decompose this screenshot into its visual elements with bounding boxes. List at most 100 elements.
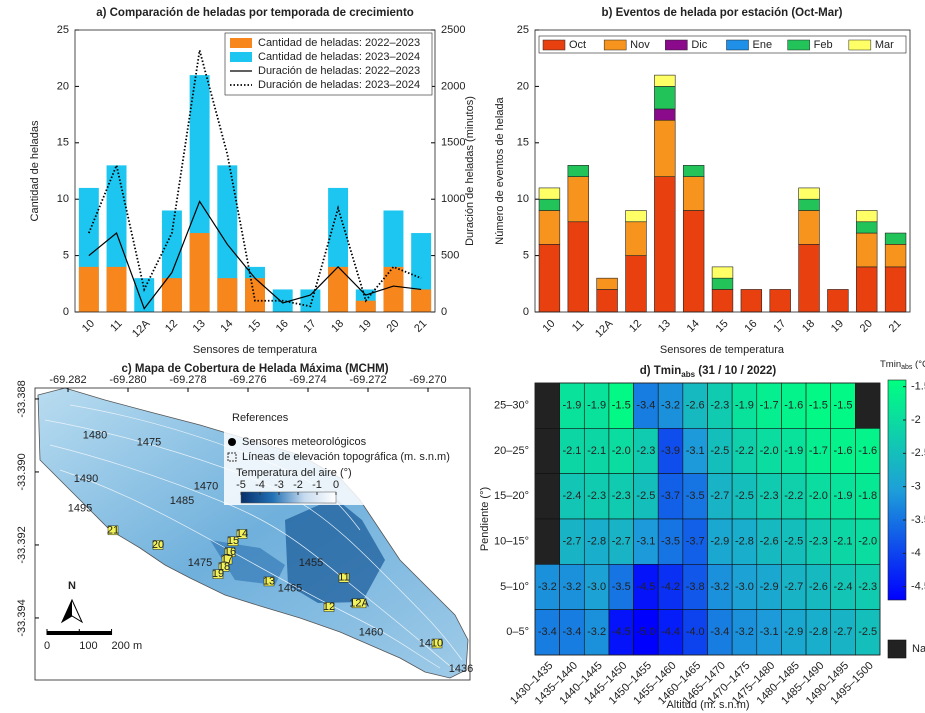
x-tick-label: 19 xyxy=(829,318,846,335)
y-tick-label: -33.390 xyxy=(16,453,28,490)
map-colorbar-tick-label: -2 xyxy=(293,479,303,491)
cell-label: -4.5 xyxy=(612,626,631,638)
bar-segment xyxy=(568,222,589,312)
north-label: N xyxy=(68,580,76,592)
panel-a-ylabel: Cantidad de heladas xyxy=(29,120,41,221)
x-tick-label: 17 xyxy=(301,318,318,335)
cell-label: -2.0 xyxy=(612,445,631,457)
y-tick-label: 25 xyxy=(57,24,69,36)
sensor-label: 12A xyxy=(349,597,369,609)
nan-cell xyxy=(535,519,560,564)
cell-label: -3.7 xyxy=(661,490,680,502)
cell-label: -3.1 xyxy=(760,626,779,638)
cb-suffix: (°C) xyxy=(912,359,925,370)
bar-segment xyxy=(799,244,820,312)
x-tick-label: 19 xyxy=(357,318,374,335)
cell-label: -1.6 xyxy=(834,445,853,457)
cell-label: -2.4 xyxy=(562,490,581,502)
x-tick-label: -69.270 xyxy=(409,374,446,386)
colorbar-label: Tminabs (°C) xyxy=(880,359,925,371)
panel-d-title: d) Tminabs (31 / 10 / 2022) xyxy=(640,365,777,379)
x-tick-label: -69.278 xyxy=(169,374,206,386)
cell-label: -1.5 xyxy=(809,400,828,412)
cell-label: -2.3 xyxy=(587,490,606,502)
x-tick-label: 10 xyxy=(540,318,557,335)
contour-label: 1460 xyxy=(359,626,383,638)
contour-label: 1475 xyxy=(137,437,161,449)
bar xyxy=(300,289,320,312)
cell-label: -3.2 xyxy=(735,626,754,638)
cell-label: -3.2 xyxy=(538,581,557,593)
bar xyxy=(190,233,210,312)
contour-label: 1465 xyxy=(278,583,302,595)
cell-label: -2.3 xyxy=(710,400,729,412)
sensor-label: 19 xyxy=(212,568,224,580)
cell-label: -3.2 xyxy=(710,581,729,593)
sensor-label: 11 xyxy=(338,572,349,584)
x-tick-label: 20 xyxy=(384,318,401,335)
map-layer: References Sensores meteorológicos Línea… xyxy=(35,388,473,680)
cell-label: -3.5 xyxy=(686,490,705,502)
contour-label: 1475 xyxy=(188,557,212,569)
legend-label: Feb xyxy=(814,39,833,51)
cell-label: -3.1 xyxy=(686,445,705,457)
y2-tick-label: 0 xyxy=(441,306,447,318)
map-colorbar-tick-label: -4 xyxy=(255,479,265,491)
x-tick-label: 12A xyxy=(593,317,616,340)
bar-segment xyxy=(712,289,733,312)
map-legend-item: Sensores meteorológicos xyxy=(242,436,367,448)
cell-label: -3.8 xyxy=(686,581,705,593)
nan-cell xyxy=(535,474,560,519)
cell-label: -2.5 xyxy=(636,490,655,502)
x-tick-label: 12 xyxy=(627,318,644,335)
map-legend-title: References xyxy=(232,412,289,424)
cell-label: -2.3 xyxy=(760,490,779,502)
panel-a-y2label: Duración de heladas (minutos) xyxy=(464,96,476,246)
cb-main: Tmin xyxy=(880,359,901,370)
title-main: d) Tmin xyxy=(640,365,682,377)
x-tick-label: 14 xyxy=(685,318,702,335)
legend-label: Dic xyxy=(691,39,707,51)
cell-label: -4.2 xyxy=(661,581,680,593)
cb-sub: abs xyxy=(901,364,913,371)
cell-label: -2.7 xyxy=(784,581,803,593)
contour-label: 1436 xyxy=(449,663,473,675)
colorbar xyxy=(888,380,906,600)
legend-label: Duración de heladas: 2023–2024 xyxy=(258,79,420,91)
cell-label: -2.7 xyxy=(710,490,729,502)
colorbar-tick-label: -4 xyxy=(911,547,921,559)
cell-label: -1.6 xyxy=(858,445,877,457)
x-tick-label: 13 xyxy=(191,318,208,335)
bar-segment xyxy=(539,244,560,312)
bar-segment xyxy=(828,289,849,312)
bar-segment xyxy=(856,222,877,233)
bar-segment xyxy=(539,210,560,244)
legend-swatch xyxy=(230,52,252,62)
cell-label: -2.5 xyxy=(858,626,877,638)
cell-label: -2.1 xyxy=(587,445,606,457)
y2-tick-label: 1500 xyxy=(441,137,465,149)
bar-segment xyxy=(539,199,560,210)
bar-segment xyxy=(568,177,589,222)
cell-label: -1.7 xyxy=(760,400,779,412)
legend-label: Duración de heladas: 2022–2023 xyxy=(258,65,420,77)
bar-segment xyxy=(654,109,675,120)
x-tick-label: 16 xyxy=(274,318,291,335)
x-tick-label: -69.276 xyxy=(229,374,266,386)
cell-label: -2.0 xyxy=(760,445,779,457)
y2-tick-label: 1000 xyxy=(441,193,465,205)
y-tick-label: 10–15° xyxy=(494,536,529,548)
cell-label: -2.0 xyxy=(858,536,877,548)
sensor-label: 10 xyxy=(431,637,443,649)
cell-label: -2.6 xyxy=(686,400,705,412)
y2-tick-label: 2500 xyxy=(441,24,465,36)
cell-label: -2.5 xyxy=(784,536,803,548)
nan-cell xyxy=(535,383,560,428)
x-tick-label: 12A xyxy=(130,317,153,340)
cell-label: -2.3 xyxy=(858,581,877,593)
bar-segment xyxy=(885,244,906,267)
x-tick-label: 21 xyxy=(412,318,429,335)
sensor-label: 21 xyxy=(107,524,119,536)
bar xyxy=(245,278,265,312)
cell-label: -1.9 xyxy=(587,400,606,412)
